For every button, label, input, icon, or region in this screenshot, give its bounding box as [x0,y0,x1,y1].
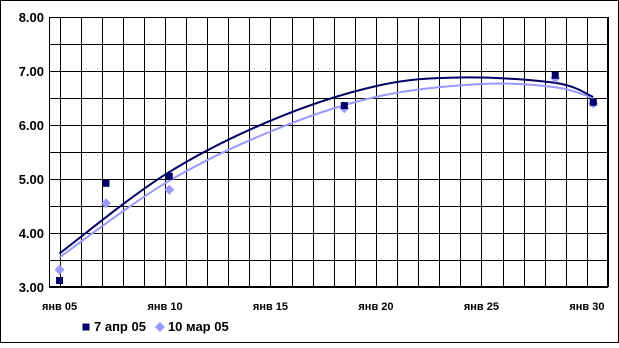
legend-label-series-2: 10 мар 05 [168,319,229,334]
trendline-series-2 [58,82,594,259]
data-point-series-2 [100,198,111,209]
x-tick-label: янв 15 [253,301,288,313]
legend: 7 апр 05 10 мар 05 [82,319,229,334]
data-point-series-1 [56,277,64,285]
data-points [54,71,599,285]
x-tick-label: янв 10 [147,301,182,313]
y-tick-label: 8.00 [19,10,44,25]
x-tick-label: янв 25 [464,301,499,313]
x-axis-tick-labels: янв 05 янв 10 янв 15 янв 20 янв 25 янв 30 [42,301,604,313]
x-tick-label: янв 30 [569,301,604,313]
data-point-series-1 [551,71,559,79]
y-tick-label: 4.00 [19,226,44,241]
y-tick-label: 3.00 [19,280,44,295]
data-point-series-2 [164,184,175,195]
data-point-series-1 [165,172,173,180]
x-tick-label: янв 20 [358,301,393,313]
data-point-series-1 [340,102,348,110]
y-tick-label: 5.00 [19,172,44,187]
trendline-series-1 [58,76,594,255]
legend-label-series-1: 7 апр 05 [94,319,146,334]
legend-marker-series-1 [82,323,90,331]
legend-marker-series-2 [154,322,165,332]
y-tick-label: 6.00 [19,118,44,133]
y-axis-tick-labels: 3.00 4.00 5.00 6.00 7.00 8.00 [19,10,44,295]
plot-area-border [49,17,608,287]
trendlines [58,76,594,259]
x-tick-label: янв 05 [42,301,77,313]
y-tick-label: 7.00 [19,64,44,79]
data-point-series-2 [54,264,65,275]
data-point-series-1 [102,179,110,187]
data-point-series-1 [589,98,597,106]
